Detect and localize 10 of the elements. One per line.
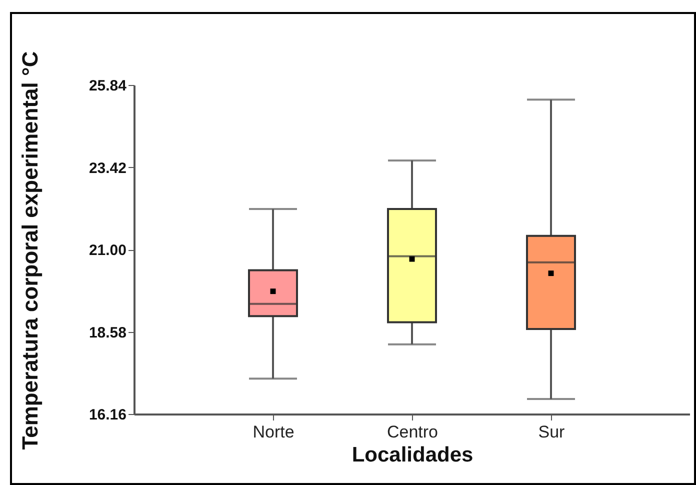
x-tick-label: Norte [252, 422, 294, 442]
y-tick-label: 21.00 [88, 242, 126, 259]
x-tick-label: Centro [386, 422, 438, 442]
x-tick-label: Sur [538, 422, 566, 442]
y-tick-label: 16.16 [88, 406, 126, 424]
y-axis-title: Temperatura corporal experimental °C [18, 51, 42, 450]
y-tick-label: 23.42 [88, 160, 126, 177]
y-tick-label: 25.84 [88, 78, 128, 94]
x-axis-title: Localidades [352, 444, 474, 466]
y-tick-label: 18.58 [88, 324, 126, 342]
